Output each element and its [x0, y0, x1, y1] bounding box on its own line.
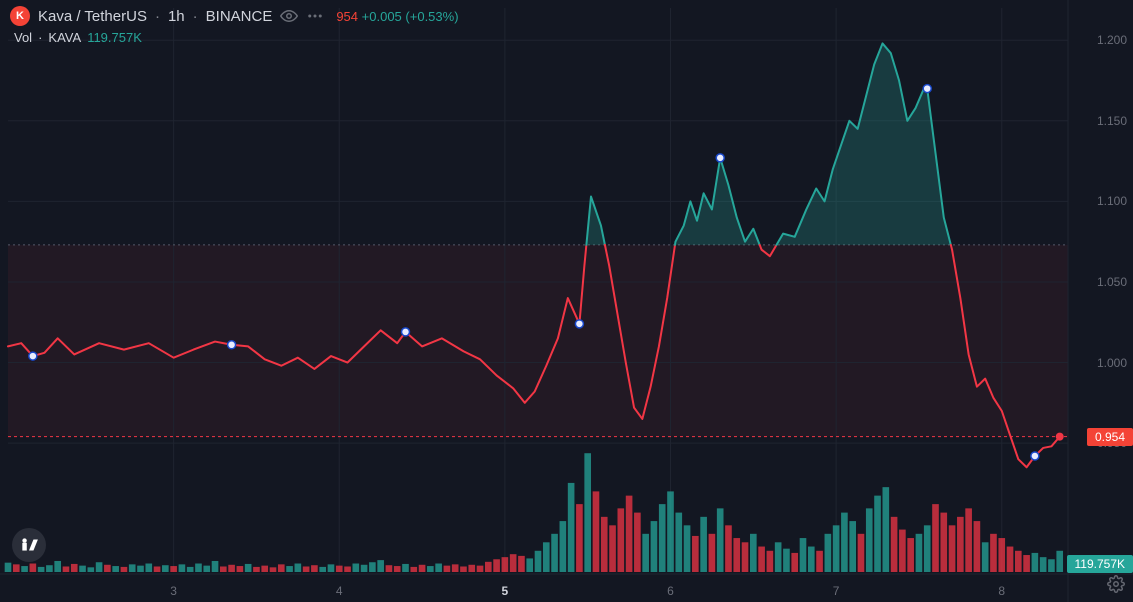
- x-tick-label: 5: [502, 584, 509, 598]
- symbol-header[interactable]: K Kava / TetherUS · 1h · BINANCE 954 +0.…: [10, 6, 459, 26]
- symbol-name[interactable]: Kava / TetherUS: [38, 8, 147, 25]
- symbol-badge: K: [10, 6, 30, 26]
- interval-label[interactable]: 1h: [168, 8, 185, 25]
- separator-dot: ·: [155, 8, 160, 25]
- x-tick-label: 7: [833, 584, 840, 598]
- price-change-pct: (+0.53%): [405, 9, 458, 24]
- x-tick-label: 3: [170, 584, 177, 598]
- price-change: +0.005: [362, 9, 402, 24]
- x-tick-label: 6: [667, 584, 674, 598]
- y-tick-label: 1.100: [1097, 194, 1127, 208]
- tradingview-logo[interactable]: [12, 528, 46, 562]
- exchange-label[interactable]: BINANCE: [206, 8, 273, 25]
- separator-dot: ·: [38, 30, 42, 45]
- price-chart-svg[interactable]: [0, 0, 1133, 602]
- current-price-tag: 0.954: [1087, 428, 1133, 446]
- volume-symbol: KAVA: [48, 30, 81, 45]
- y-tick-label: 1.200: [1097, 33, 1127, 47]
- x-tick-label: 4: [336, 584, 343, 598]
- price-stats: 954 +0.005 (+0.53%): [336, 9, 458, 24]
- volume-legend[interactable]: Vol · KAVA 119.757K: [14, 30, 142, 45]
- volume-value: 119.757K: [87, 30, 142, 45]
- visibility-icon[interactable]: [280, 7, 298, 25]
- x-tick-label: 8: [998, 584, 1005, 598]
- separator-dot: ·: [193, 8, 198, 25]
- last-price: 954: [336, 9, 358, 24]
- volume-prefix: Vol: [14, 30, 32, 45]
- settings-icon[interactable]: [1107, 575, 1125, 598]
- current-volume-tag: 119.757K: [1067, 555, 1133, 573]
- y-tick-label: 1.150: [1097, 114, 1127, 128]
- y-tick-label: 1.000: [1097, 356, 1127, 370]
- y-tick-label: 1.050: [1097, 275, 1127, 289]
- more-icon[interactable]: [306, 7, 324, 25]
- chart-container[interactable]: K Kava / TetherUS · 1h · BINANCE 954 +0.…: [0, 0, 1133, 602]
